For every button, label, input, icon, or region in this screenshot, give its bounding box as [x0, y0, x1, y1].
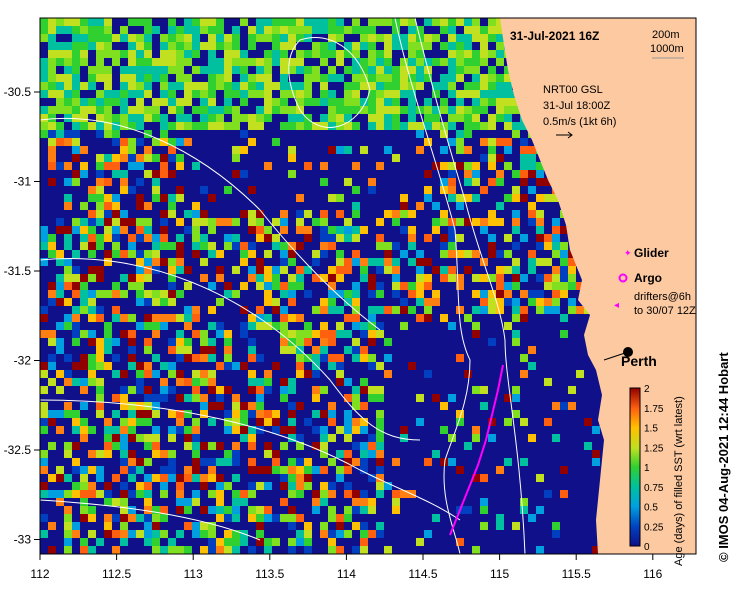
x-tick-label: 116 [643, 567, 662, 581]
x-tick-label: 112 [30, 567, 49, 581]
colorbar-tick-label: 0.25 [644, 522, 664, 533]
y-axis: -30.5 -31 -31.5 -32 -32.5 -33 [4, 85, 40, 547]
x-tick-label: 115.5 [562, 567, 591, 581]
drifter-marker-icon: ◂ [614, 300, 619, 311]
colorbar-tick-label: 0.75 [644, 483, 664, 494]
x-axis: 112 112.5 113 113.5 114 114.5 115 115.5 116 [30, 554, 663, 581]
y-tick-label: -31.5 [4, 264, 32, 278]
colorbar-tick-label: 1.25 [644, 443, 664, 454]
date-label: 31-Jul-2021 16Z [510, 29, 599, 43]
y-tick-label: -31 [14, 175, 32, 189]
glider-track [449, 364, 504, 536]
x-tick-label: 114.5 [408, 567, 437, 581]
sst-age-field [40, 18, 696, 554]
y-tick-label: -32.5 [4, 443, 32, 457]
colorbar-title: Age (days) of filled SST (wrt latest) [673, 396, 685, 566]
isobath-1000-label: 1000m [650, 43, 684, 55]
colorbar-tick-label: 1.75 [644, 404, 664, 415]
current-time: 31-Jul 18:00Z [543, 100, 611, 112]
y-tick-label: -32 [14, 354, 32, 368]
colorbar-tick-label: 2 [644, 384, 650, 395]
perth-label: Perth [621, 353, 657, 369]
argo-legend-label: Argo [634, 271, 662, 285]
credit-label: © IMOS 04-Aug-2021 12:44 Hobart [716, 352, 731, 562]
colorbar-tick-label: 0.5 [644, 503, 658, 514]
colorbar [629, 387, 641, 547]
x-tick-label: 112.5 [102, 567, 131, 581]
current-scale-arrow [556, 131, 573, 139]
x-tick-label: 114 [337, 567, 356, 581]
glider-marker-icon: ✦ [624, 248, 632, 258]
colorbar-tick-label: 0 [644, 542, 650, 553]
current-source: NRT00 GSL [543, 84, 603, 96]
y-tick-label: -30.5 [4, 85, 32, 99]
colorbar-tick-label: 1 [644, 463, 650, 474]
isobath-lines [40, 18, 526, 554]
x-tick-label: 113.5 [255, 567, 284, 581]
plot-border [39, 17, 697, 555]
current-scale: 0.5m/s (1kt 6h) [543, 116, 616, 128]
glider-legend-label: Glider [634, 246, 669, 260]
x-tick-label: 113 [184, 567, 203, 581]
drifters-legend-line1: drifters@6h [634, 291, 691, 303]
colorbar-tick-label: 1.5 [644, 424, 658, 435]
colorbar-ticks: 0 0.25 0.5 0.75 1 1.25 1.5 1.75 2 [644, 384, 664, 553]
drifters-legend-line2: to 30/07 12Z [634, 305, 696, 317]
isobath-200-label: 200m [652, 29, 680, 41]
argo-marker-icon [618, 273, 628, 283]
land-mass [500, 18, 696, 554]
y-tick-label: -33 [14, 533, 32, 547]
x-tick-label: 115 [490, 567, 509, 581]
